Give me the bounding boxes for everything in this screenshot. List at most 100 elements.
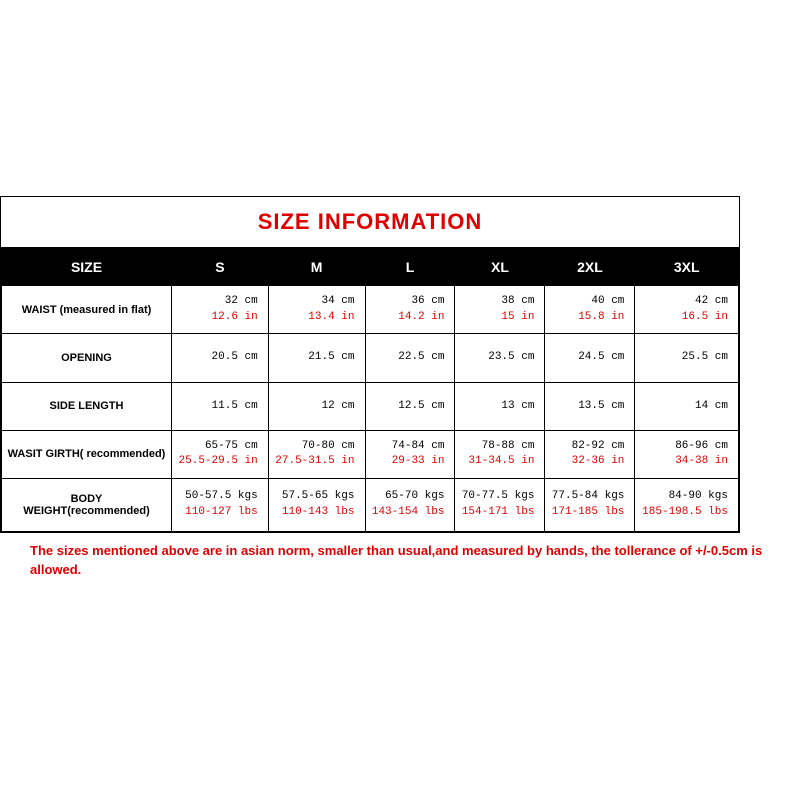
chart-title-row: SIZE INFORMATION xyxy=(1,197,739,248)
cell: 78-88 cm31-34.5 in xyxy=(455,430,545,478)
cell: 12 cm xyxy=(268,382,365,430)
header-col-xl: XL xyxy=(455,249,545,286)
row-label: BODY WEIGHT(recommended) xyxy=(2,478,172,531)
cell-secondary: 171-185 lbs xyxy=(549,505,624,520)
cell: 74-84 cm29-33 in xyxy=(365,430,455,478)
cell-primary: 20.5 cm xyxy=(176,350,258,365)
footer-note: The sizes mentioned above are in asian n… xyxy=(0,533,800,604)
cell: 57.5-65 kgs110-143 lbs xyxy=(268,478,365,531)
cell: 24.5 cm xyxy=(545,334,635,382)
cell: 21.5 cm xyxy=(268,334,365,382)
row-label: SIDE LENGTH xyxy=(2,382,172,430)
cell: 40 cm15.8 in xyxy=(545,286,635,334)
cell: 34 cm13.4 in xyxy=(268,286,365,334)
cell-primary: 70-77.5 kgs xyxy=(459,489,534,504)
cell: 11.5 cm xyxy=(172,382,269,430)
cell-primary: 13 cm xyxy=(459,399,534,414)
table-row: OPENING 20.5 cm 21.5 cm 22.5 cm 23.5 cm 24.5 … xyxy=(2,334,739,382)
cell-primary: 86-96 cm xyxy=(639,439,728,454)
table-row: BODY WEIGHT(recommended)50-57.5 kgs110-1… xyxy=(2,478,739,531)
size-chart: SIZE INFORMATION SIZE S M L XL 2XL 3XL W… xyxy=(0,196,740,532)
cell-secondary: 15.8 in xyxy=(549,310,624,325)
header-col-l: L xyxy=(365,249,455,286)
cell: 84-90 kgs185-198.5 lbs xyxy=(635,478,739,531)
cell-primary: 42 cm xyxy=(639,294,728,309)
cell-primary: 65-70 kgs xyxy=(370,489,445,504)
cell-primary: 21.5 cm xyxy=(273,350,355,365)
cell: 20.5 cm xyxy=(172,334,269,382)
cell-secondary: 185-198.5 lbs xyxy=(639,505,728,520)
cell-primary: 22.5 cm xyxy=(370,350,445,365)
cell-primary: 38 cm xyxy=(459,294,534,309)
cell: 70-77.5 kgs154-171 lbs xyxy=(455,478,545,531)
cell-secondary: 110-143 lbs xyxy=(273,505,355,520)
cell: 22.5 cm xyxy=(365,334,455,382)
cell: 65-70 kgs143-154 lbs xyxy=(365,478,455,531)
cell-secondary: 154-171 lbs xyxy=(459,505,534,520)
cell-secondary: 29-33 in xyxy=(370,454,445,469)
cell-primary: 70-80 cm xyxy=(273,439,355,454)
cell: 86-96 cm34-38 in xyxy=(635,430,739,478)
cell-secondary: 34-38 in xyxy=(639,454,728,469)
cell-primary: 40 cm xyxy=(549,294,624,309)
header-row: SIZE S M L XL 2XL 3XL xyxy=(2,249,739,286)
cell: 13 cm xyxy=(455,382,545,430)
cell-secondary: 32-36 in xyxy=(549,454,624,469)
row-label: WASIT GIRTH( recommended) xyxy=(2,430,172,478)
cell: 82-92 cm32-36 in xyxy=(545,430,635,478)
cell-primary: 12 cm xyxy=(273,399,355,414)
cell: 36 cm14.2 in xyxy=(365,286,455,334)
cell: 70-80 cm27.5-31.5 in xyxy=(268,430,365,478)
cell-primary: 32 cm xyxy=(176,294,258,309)
cell-primary: 34 cm xyxy=(273,294,355,309)
cell-primary: 13.5 cm xyxy=(549,399,624,414)
cell-primary: 11.5 cm xyxy=(176,399,258,414)
cell: 13.5 cm xyxy=(545,382,635,430)
cell: 65-75 cm25.5-29.5 in xyxy=(172,430,269,478)
row-label: OPENING xyxy=(2,334,172,382)
cell-primary: 78-88 cm xyxy=(459,439,534,454)
table-row: WAIST (measured in flat)32 cm12.6 in34 c… xyxy=(2,286,739,334)
cell: 12.5 cm xyxy=(365,382,455,430)
cell-primary: 12.5 cm xyxy=(370,399,445,414)
cell: 42 cm16.5 in xyxy=(635,286,739,334)
cell: 32 cm12.6 in xyxy=(172,286,269,334)
cell: 14 cm xyxy=(635,382,739,430)
table-row: WASIT GIRTH( recommended)65-75 cm25.5-29… xyxy=(2,430,739,478)
cell-secondary: 14.2 in xyxy=(370,310,445,325)
header-col-3xl: 3XL xyxy=(635,249,739,286)
cell-secondary: 143-154 lbs xyxy=(370,505,445,520)
chart-title: SIZE INFORMATION xyxy=(258,209,483,234)
cell-primary: 82-92 cm xyxy=(549,439,624,454)
table-row: SIDE LENGTH 11.5 cm 12 cm 12.5 cm 13 cm 13.5 … xyxy=(2,382,739,430)
cell-secondary: 13.4 in xyxy=(273,310,355,325)
cell-primary: 24.5 cm xyxy=(549,350,624,365)
header-col-2xl: 2XL xyxy=(545,249,635,286)
cell-secondary: 16.5 in xyxy=(639,310,728,325)
table-body: WAIST (measured in flat)32 cm12.6 in34 c… xyxy=(2,286,739,531)
cell-primary: 50-57.5 kgs xyxy=(176,489,258,504)
cell-primary: 77.5-84 kgs xyxy=(549,489,624,504)
cell-primary: 23.5 cm xyxy=(459,350,534,365)
size-table: SIZE S M L XL 2XL 3XL WAIST (measured in… xyxy=(1,248,739,531)
row-label: WAIST (measured in flat) xyxy=(2,286,172,334)
cell-primary: 65-75 cm xyxy=(176,439,258,454)
cell-primary: 36 cm xyxy=(370,294,445,309)
cell-primary: 74-84 cm xyxy=(370,439,445,454)
cell-secondary: 25.5-29.5 in xyxy=(176,454,258,469)
header-size: SIZE xyxy=(2,249,172,286)
header-col-m: M xyxy=(268,249,365,286)
cell: 50-57.5 kgs110-127 lbs xyxy=(172,478,269,531)
cell-secondary: 15 in xyxy=(459,310,534,325)
cell-primary: 84-90 kgs xyxy=(639,489,728,504)
cell: 23.5 cm xyxy=(455,334,545,382)
header-col-s: S xyxy=(172,249,269,286)
cell-primary: 25.5 cm xyxy=(639,350,728,365)
cell: 25.5 cm xyxy=(635,334,739,382)
cell: 77.5-84 kgs171-185 lbs xyxy=(545,478,635,531)
cell-secondary: 110-127 lbs xyxy=(176,505,258,520)
cell: 38 cm15 in xyxy=(455,286,545,334)
cell-secondary: 12.6 in xyxy=(176,310,258,325)
cell-primary: 14 cm xyxy=(639,399,728,414)
cell-primary: 57.5-65 kgs xyxy=(273,489,355,504)
